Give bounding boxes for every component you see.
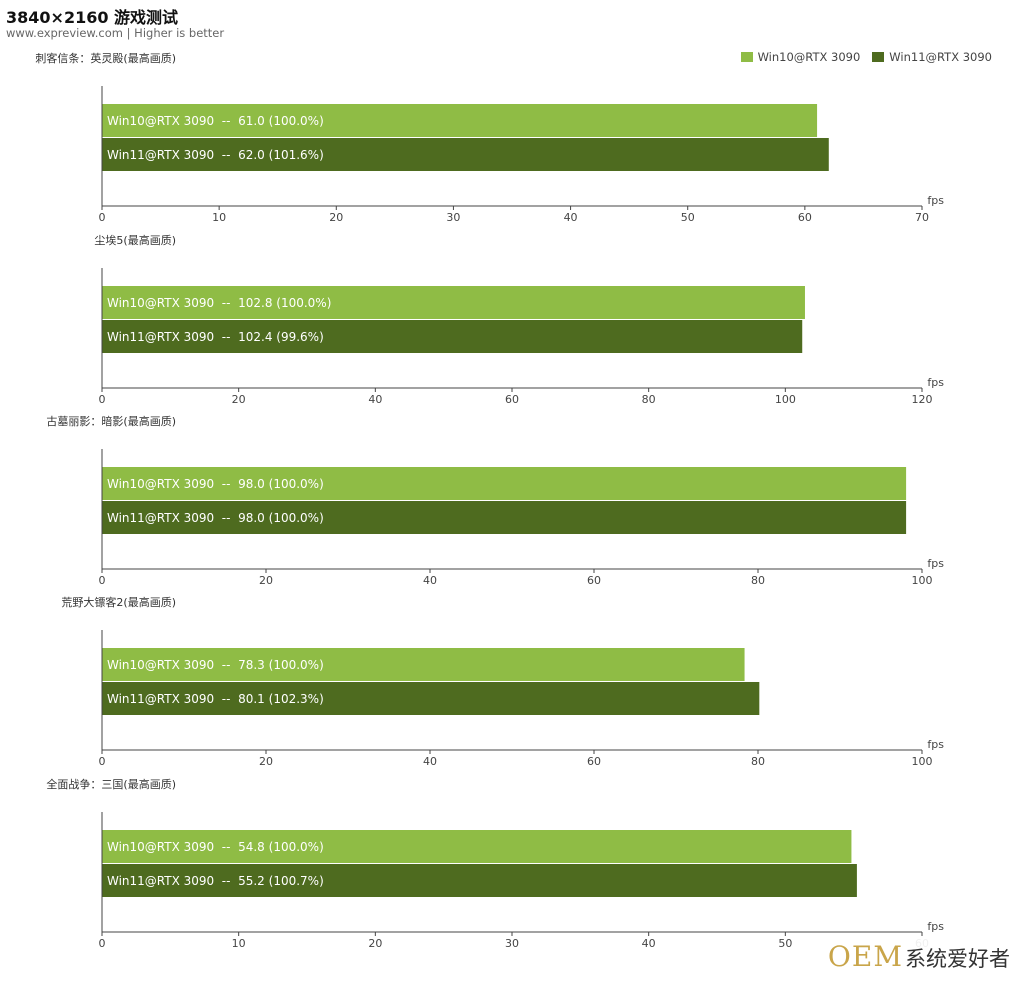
legend-item-win11[interactable]: Win11@RTX 3090 — [872, 50, 992, 64]
x-tick-label-1: 120 — [912, 393, 933, 406]
bar-label-0-0: Win10@RTX 3090 -- 61.0 (100.0%) — [107, 114, 324, 128]
x-unit-label-4: fps — [927, 920, 944, 933]
bar-3-1 — [102, 682, 760, 715]
x-tick-label-1: 40 — [368, 393, 382, 406]
x-tick-label-3: 100 — [912, 755, 933, 768]
x-tick-label-0: 30 — [446, 211, 460, 224]
legend-swatch-win11 — [872, 52, 885, 62]
x-tick-label-1: 20 — [232, 393, 246, 406]
bar-1-0 — [102, 286, 805, 319]
x-unit-label-0: fps — [927, 194, 944, 207]
x-tick-label-4: 30 — [505, 937, 519, 950]
legend-item-win10[interactable]: Win10@RTX 3090 — [740, 50, 861, 64]
bar-label-4-0: Win10@RTX 3090 -- 54.8 (100.0%) — [107, 840, 324, 854]
x-tick-label-4: 20 — [368, 937, 382, 950]
bar-4-1 — [102, 864, 857, 897]
page-title: 3840×2160 游戏测试 — [6, 8, 179, 27]
legend-swatch-win10 — [740, 52, 753, 62]
chart-title-1: 尘埃5(最高画质) — [94, 233, 176, 247]
bar-label-2-1: Win11@RTX 3090 -- 98.0 (100.0%) — [107, 511, 324, 525]
legend-label-win10: Win10@RTX 3090 — [757, 50, 861, 64]
x-tick-label-3: 60 — [587, 755, 601, 768]
x-tick-label-0: 10 — [212, 211, 226, 224]
x-tick-label-3: 40 — [423, 755, 437, 768]
watermark-logo: OEM 系统爱好者 — [823, 938, 1016, 975]
x-tick-label-1: 0 — [99, 393, 106, 406]
chart-title-3: 荒野大镖客2(最高画质) — [61, 595, 176, 609]
chart-title-4: 全面战争：三国(最高画质) — [46, 777, 176, 791]
legend-label-win11: Win11@RTX 3090 — [889, 50, 992, 64]
x-unit-label-1: fps — [927, 376, 944, 389]
bar-2-0 — [102, 467, 907, 500]
x-tick-label-2: 40 — [423, 574, 437, 587]
bar-label-2-0: Win10@RTX 3090 -- 98.0 (100.0%) — [107, 477, 324, 491]
x-tick-label-1: 60 — [505, 393, 519, 406]
page-subtitle: www.expreview.com | Higher is better — [6, 26, 225, 40]
bar-0-0 — [102, 104, 818, 137]
bar-label-4-1: Win11@RTX 3090 -- 55.2 (100.7%) — [107, 874, 324, 888]
bar-label-1-0: Win10@RTX 3090 -- 102.8 (100.0%) — [107, 296, 331, 310]
bar-3-0 — [102, 648, 745, 681]
chart-title-2: 古墓丽影：暗影(最高画质) — [46, 414, 176, 428]
x-tick-label-2: 60 — [587, 574, 601, 587]
x-tick-label-0: 60 — [798, 211, 812, 224]
x-tick-label-0: 70 — [915, 211, 929, 224]
bar-4-0 — [102, 830, 852, 863]
x-tick-label-4: 40 — [642, 937, 656, 950]
x-tick-label-4: 10 — [232, 937, 246, 950]
x-tick-label-3: 20 — [259, 755, 273, 768]
bar-label-3-1: Win11@RTX 3090 -- 80.1 (102.3%) — [107, 692, 324, 706]
bar-1-1 — [102, 320, 803, 353]
x-tick-label-2: 0 — [99, 574, 106, 587]
x-tick-label-1: 100 — [775, 393, 796, 406]
x-unit-label-2: fps — [927, 557, 944, 570]
watermark-text: 系统爱好者 — [905, 947, 1010, 971]
x-tick-label-0: 50 — [681, 211, 695, 224]
bar-2-1 — [102, 501, 907, 534]
x-tick-label-4: 50 — [778, 937, 792, 950]
x-tick-label-2: 20 — [259, 574, 273, 587]
bar-0-1 — [102, 138, 829, 171]
x-tick-label-3: 0 — [99, 755, 106, 768]
x-tick-label-3: 80 — [751, 755, 765, 768]
bar-label-1-1: Win11@RTX 3090 -- 102.4 (99.6%) — [107, 330, 324, 344]
watermark-oem: OEM — [827, 940, 903, 973]
chart-title-0: 刺客信条：英灵殿(最高画质) — [35, 51, 176, 65]
x-tick-label-0: 0 — [99, 211, 106, 224]
x-tick-label-2: 80 — [751, 574, 765, 587]
chart-legend: Win10@RTX 3090 Win11@RTX 3090 — [740, 50, 992, 64]
bar-label-3-0: Win10@RTX 3090 -- 78.3 (100.0%) — [107, 658, 324, 672]
bar-label-0-1: Win11@RTX 3090 -- 62.0 (101.6%) — [107, 148, 324, 162]
x-tick-label-2: 100 — [912, 574, 933, 587]
x-tick-label-0: 40 — [564, 211, 578, 224]
x-tick-label-4: 0 — [99, 937, 106, 950]
x-tick-label-0: 20 — [329, 211, 343, 224]
x-tick-label-1: 80 — [642, 393, 656, 406]
x-unit-label-3: fps — [927, 738, 944, 751]
